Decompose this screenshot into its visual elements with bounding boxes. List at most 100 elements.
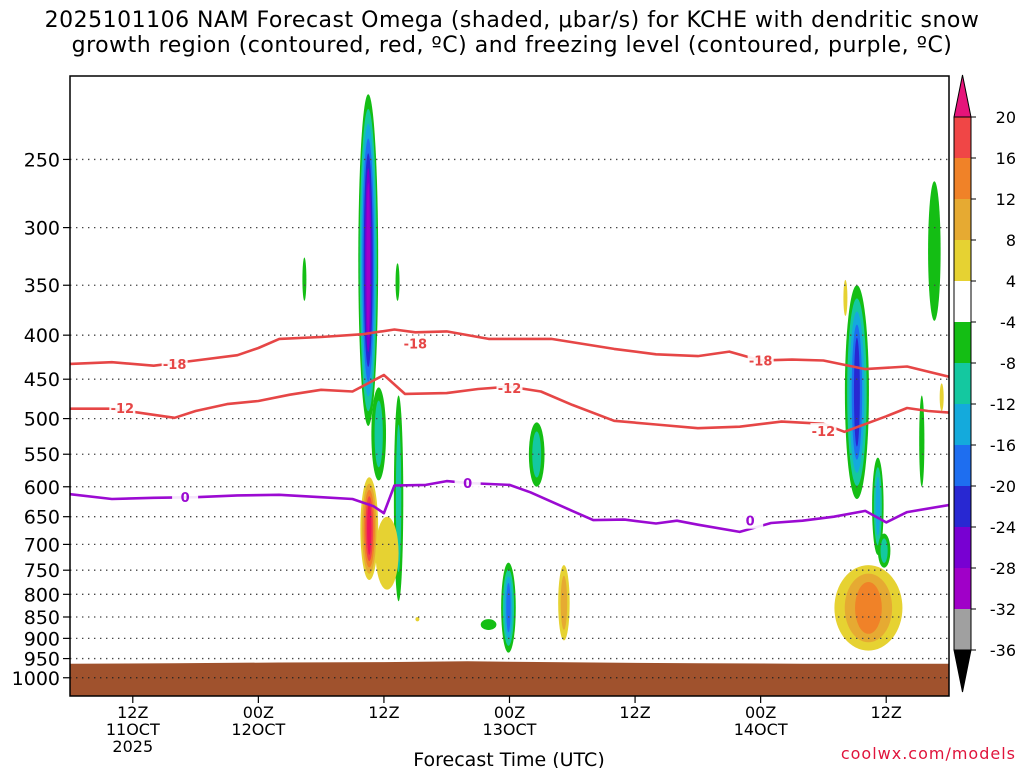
upward-omega-hour82-level (928, 181, 941, 321)
colorbar-label: 4 (1006, 272, 1016, 291)
downward-omega-hour75-low-level (855, 582, 882, 634)
upward-omega-hour44-mid-level (532, 431, 542, 478)
y-tick-label: 950 (24, 649, 60, 671)
upward-omega-hour28-upper-level (366, 182, 371, 338)
freezing-0-label: 0 (746, 515, 755, 530)
colorbar-segment (954, 322, 971, 363)
colorbar-label: -32 (990, 600, 1016, 619)
downward-omega-hour74 (843, 279, 848, 316)
downward-omega-hour47 (558, 565, 570, 641)
x-tick-label: 12OCT (231, 720, 285, 739)
dgz-minus18-label-bg (161, 355, 188, 372)
upward-omega-hour28-upper (358, 94, 379, 426)
dgz-minus18: -18 -18 -18 (70, 328, 949, 378)
x-tick-label: 12Z (117, 703, 148, 722)
downward-omega-hour47-level (560, 575, 568, 630)
downward-omega-hour74-level (843, 279, 848, 316)
freezing-0: 0 0 0 (70, 475, 949, 534)
y-tick-label: 750 (24, 560, 60, 582)
x-tick-label: 11OCT (106, 720, 160, 739)
x-tick-label: 12Z (368, 703, 399, 722)
colorbar-label: -28 (990, 559, 1016, 578)
y-tick-label: 850 (24, 607, 60, 629)
upward-omega-hour40 (480, 619, 497, 630)
colorbar-segment (954, 281, 971, 322)
chart-title-line-1: 2025101106 NAM Forecast Omega (shaded, μ… (44, 8, 980, 33)
freezing-0-label-bg (172, 489, 199, 506)
colorbar-label: -16 (990, 436, 1016, 455)
x-tick-label: 12Z (871, 703, 902, 722)
y-tick-label: 450 (24, 369, 60, 391)
y-tick-label: 700 (24, 534, 60, 556)
freezing-0-label-bg (737, 512, 764, 529)
colorbar-segment (954, 158, 971, 199)
colorbar-segment (954, 568, 971, 609)
upward-omega-hour75-level (853, 337, 860, 447)
freezing-0-label-bg (454, 475, 481, 492)
upward-omega-hour40-level (480, 619, 497, 630)
dgz-minus12: -12 -12 -12 (70, 373, 949, 440)
dgz-minus18-label: -18 (163, 358, 187, 373)
downward-omega-hour83-level (939, 383, 944, 412)
upward-omega-hour82 (928, 181, 941, 321)
dgz-minus18-label: -18 (404, 337, 428, 352)
upward-omega-hour22 (302, 257, 307, 301)
dgz-minus12-label: -12 (812, 425, 836, 440)
dgz-minus18-label: -18 (749, 354, 773, 369)
dgz-minus18-line (70, 328, 949, 378)
freezing-0-label: 0 (463, 477, 472, 492)
x-tick-label: 2025 (112, 737, 153, 756)
colorbar-label: 16 (996, 149, 1016, 168)
colorbar-segment (954, 609, 971, 650)
colorbar-frame (953, 116, 972, 651)
dgz-minus12-label: -12 (498, 382, 522, 397)
colorbar-segment (954, 240, 971, 281)
colorbar-bottom-arrow (953, 649, 972, 693)
upward-omega-hour77-low-level (880, 538, 888, 563)
upward-omega-hour31-small (395, 263, 400, 301)
colorbar-segment (954, 117, 971, 158)
colorbar-label: 20 (996, 108, 1016, 127)
downward-omega-hour28-level (367, 502, 372, 555)
y-tick-label: 650 (24, 507, 60, 529)
x-tick-label: 00Z (745, 703, 776, 722)
colorbar-segment (954, 404, 971, 445)
colorbar-label: 12 (996, 190, 1016, 209)
x-tick-label: 13OCT (483, 720, 537, 739)
upward-omega-hour31-small-level (395, 263, 400, 301)
y-tick-label: 350 (24, 275, 60, 297)
upward-omega-hour77 (872, 457, 884, 555)
colorbar-segment (954, 199, 971, 240)
x-tick-label: 00Z (243, 703, 274, 722)
colorbar-segment (954, 527, 971, 568)
colorbar-top-arrow (953, 74, 972, 118)
y-tick-label: 250 (24, 149, 60, 171)
upward-omega-hour75 (844, 285, 869, 500)
colorbar-label: 8 (1006, 231, 1016, 250)
x-tick-label: 12Z (619, 703, 650, 722)
colorbar-label: -8 (1000, 354, 1016, 373)
y-tick-label: 400 (24, 325, 60, 347)
upward-omega-hour44-mid (528, 422, 545, 487)
downward-omega-hour33-level (415, 616, 420, 622)
colorbar-label: -20 (990, 477, 1016, 496)
upward-omega-hour41 (501, 562, 516, 653)
terrain-below-ground (70, 661, 949, 696)
colorbar-segment (954, 363, 971, 404)
y-tick-label: 900 (24, 628, 60, 650)
dgz-minus12-label-bg (109, 399, 136, 416)
chart-title-line-2: growth region (contoured, red, ºC) and f… (71, 33, 953, 58)
downward-omega-hour30 (375, 516, 399, 590)
y-tick-label: 550 (24, 444, 60, 466)
freezing-0-label: 0 (181, 491, 190, 506)
colorbar-label: -4 (1000, 313, 1016, 332)
colorbar-label: -24 (990, 518, 1016, 537)
y-tick-label: 500 (24, 409, 60, 431)
downward-omega-hour75-low (834, 565, 903, 651)
dgz-minus12-label-bg (810, 423, 837, 440)
dgz-minus18-label-bg (747, 352, 774, 369)
x-tick-label: 14OCT (734, 720, 788, 739)
downward-omega-hour83 (939, 383, 944, 412)
downward-omega-hour28 (360, 477, 379, 581)
